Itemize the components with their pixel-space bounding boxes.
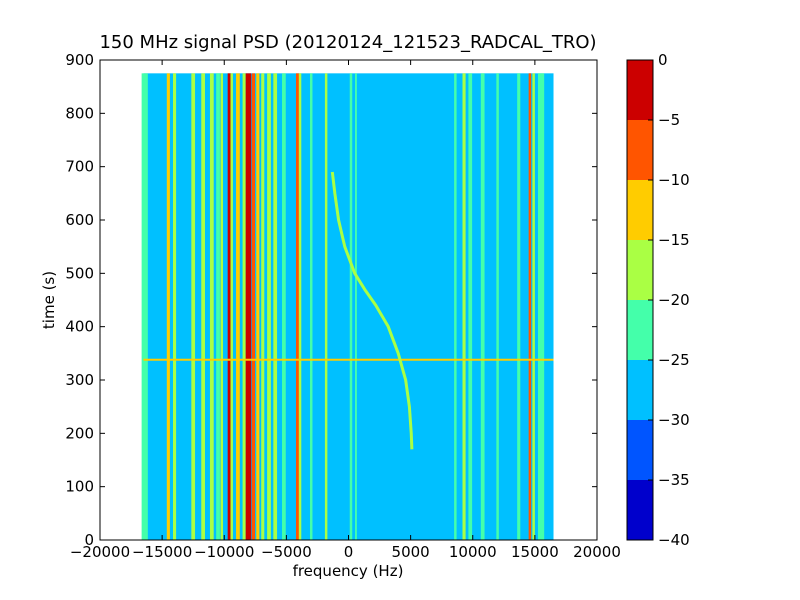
y-tick-label: 500 bbox=[65, 264, 94, 282]
x-axis-label: frequency (Hz) bbox=[293, 562, 404, 580]
spectral-line bbox=[517, 73, 521, 540]
spectral-line bbox=[273, 73, 278, 540]
x-tick-label: −5000 bbox=[261, 543, 312, 561]
colorbar-tick-label: 0 bbox=[658, 51, 668, 69]
y-tick-label: 100 bbox=[65, 478, 94, 496]
colorbar-tick-label: −5 bbox=[658, 111, 680, 129]
spectral-line bbox=[172, 73, 177, 540]
spectral-line bbox=[201, 73, 205, 540]
heatmap-background bbox=[143, 73, 554, 540]
spectral-line bbox=[236, 73, 240, 540]
spectral-line bbox=[230, 73, 233, 540]
x-axis-ticks: −20000 −15000 −10000 −5000 0 5000 10000 15000 20… bbox=[70, 60, 621, 561]
spectral-line bbox=[282, 73, 286, 540]
spectral-line bbox=[309, 73, 313, 540]
spectral-line bbox=[251, 73, 256, 540]
colorbar-tick-label: −20 bbox=[658, 291, 690, 309]
colorbar-bin bbox=[627, 480, 653, 540]
spectral-line bbox=[261, 73, 265, 540]
x-tick-label: 15000 bbox=[511, 543, 559, 561]
spectral-line bbox=[141, 73, 148, 540]
colorbar-tick-label: −10 bbox=[658, 171, 690, 189]
time-event-line bbox=[143, 358, 554, 361]
spectral-line bbox=[462, 73, 466, 540]
spectral-line bbox=[532, 73, 535, 540]
x-tick-label: 20000 bbox=[573, 543, 621, 561]
y-tick-label: 200 bbox=[65, 424, 94, 442]
heatmap bbox=[141, 73, 554, 540]
x-tick-label: 10000 bbox=[449, 543, 497, 561]
colorbar-bin bbox=[627, 240, 653, 300]
spectral-line bbox=[496, 73, 499, 540]
spectral-line bbox=[324, 73, 328, 540]
y-axis-ticks: 0 100 200 300 400 500 600 700 800 900 bbox=[65, 51, 597, 549]
x-tick-label: 0 bbox=[344, 543, 354, 561]
colorbar-tick-label: −30 bbox=[658, 411, 690, 429]
spectral-line bbox=[480, 73, 485, 540]
spectral-line bbox=[242, 73, 246, 540]
y-tick-label: 700 bbox=[65, 158, 94, 176]
spectral-line bbox=[166, 73, 170, 540]
spectral-line bbox=[296, 73, 300, 540]
colorbar-bin bbox=[627, 180, 653, 240]
spectral-line bbox=[256, 73, 260, 540]
spectral-line bbox=[528, 73, 532, 540]
spectral-line bbox=[191, 73, 196, 540]
spectral-line bbox=[298, 73, 302, 540]
spectral-line bbox=[227, 73, 231, 540]
x-tick-label: −10000 bbox=[194, 543, 254, 561]
spectral-line bbox=[468, 73, 473, 540]
y-tick-label: 0 bbox=[84, 531, 94, 549]
y-tick-label: 800 bbox=[65, 104, 94, 122]
spectral-line bbox=[537, 73, 545, 540]
spectral-line bbox=[267, 73, 271, 540]
drifting-signal bbox=[330, 171, 414, 450]
colorbar-bin bbox=[627, 300, 653, 360]
y-tick-label: 900 bbox=[65, 51, 94, 69]
x-tick-label: −15000 bbox=[132, 543, 192, 561]
x-tick-label: 5000 bbox=[392, 543, 430, 561]
colorbar-tick-label: −40 bbox=[658, 531, 690, 549]
colorbar-bin bbox=[627, 420, 653, 480]
x-tick-label: −20000 bbox=[70, 543, 130, 561]
colorbar-bin bbox=[627, 360, 653, 420]
spectral-line bbox=[349, 73, 353, 540]
y-tick-label: 400 bbox=[65, 318, 94, 336]
spectral-line bbox=[209, 73, 214, 540]
spectral-line bbox=[216, 73, 220, 540]
chart-title: 150 MHz signal PSD (20120124_121523_RADC… bbox=[99, 32, 596, 53]
colorbar: 0 −5 −10 −15 −20 −25 −30 −35 −40 bbox=[626, 51, 690, 549]
colorbar-bin bbox=[627, 120, 653, 180]
colorbar-tick-label: −35 bbox=[658, 471, 690, 489]
y-tick-label: 300 bbox=[65, 371, 94, 389]
colorbar-bin bbox=[627, 60, 653, 120]
spectral-line bbox=[220, 73, 224, 540]
y-tick-label: 600 bbox=[65, 211, 94, 229]
colorbar-tick-label: −15 bbox=[658, 231, 690, 249]
spectral-line bbox=[454, 73, 457, 540]
y-axis-label: time (s) bbox=[40, 271, 58, 329]
spectral-line bbox=[245, 73, 252, 540]
colorbar-tick-label: −25 bbox=[658, 351, 690, 369]
spectral-line bbox=[355, 73, 357, 540]
